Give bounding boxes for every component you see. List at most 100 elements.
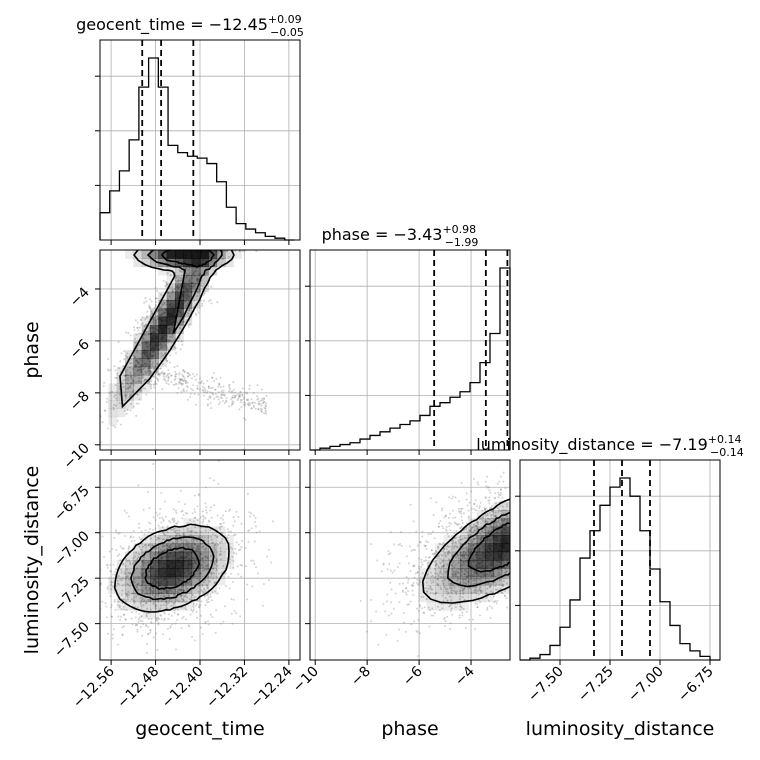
sample-point xyxy=(486,475,489,478)
sample-point xyxy=(466,504,469,507)
sample-point xyxy=(106,632,109,635)
sample-point xyxy=(450,591,453,594)
sample-point xyxy=(213,563,216,566)
sample-point xyxy=(390,588,393,591)
sample-point xyxy=(426,590,429,593)
sample-point xyxy=(154,303,157,306)
sample-point xyxy=(149,383,152,386)
sample-point xyxy=(187,372,190,375)
sample-point xyxy=(474,579,477,582)
sample-point xyxy=(180,270,183,273)
sample-point xyxy=(252,514,255,517)
sample-point xyxy=(483,518,486,521)
sample-point xyxy=(454,536,457,539)
sample-point xyxy=(167,377,170,380)
sample-point xyxy=(472,547,475,550)
sample-point xyxy=(150,372,153,375)
sample-point xyxy=(229,508,232,511)
sample-point xyxy=(121,563,124,566)
sample-point xyxy=(201,304,204,307)
sample-point xyxy=(143,301,146,304)
sample-point xyxy=(225,399,228,402)
sample-point xyxy=(141,619,144,622)
density-cell xyxy=(443,535,453,544)
sample-point xyxy=(167,379,170,382)
sample-point xyxy=(499,491,502,494)
sample-point xyxy=(180,627,183,630)
sample-point xyxy=(444,555,447,558)
sample-point xyxy=(154,380,157,383)
sample-point xyxy=(160,491,163,494)
sample-point xyxy=(162,633,165,636)
sample-point xyxy=(385,600,388,603)
sample-point xyxy=(437,545,440,548)
sample-point xyxy=(493,524,496,527)
sample-point xyxy=(448,521,451,524)
sample-point xyxy=(174,601,177,604)
sample-point xyxy=(235,612,238,615)
sample-point xyxy=(451,574,454,577)
sample-point xyxy=(236,392,239,395)
sample-point xyxy=(159,347,162,350)
sample-point xyxy=(167,613,170,616)
sample-point xyxy=(253,562,256,565)
density-cell xyxy=(175,551,184,561)
sample-point xyxy=(204,548,207,551)
sample-point xyxy=(495,524,498,527)
sample-point xyxy=(133,372,136,375)
sample-point xyxy=(101,600,104,603)
sample-point xyxy=(455,593,458,596)
sample-point xyxy=(428,556,431,559)
sample-point xyxy=(164,600,167,603)
density-cell xyxy=(476,576,486,586)
density-cell xyxy=(200,543,209,553)
sample-point xyxy=(419,540,422,543)
sample-point xyxy=(492,572,495,575)
sample-point xyxy=(500,569,503,572)
sample-point xyxy=(129,373,132,376)
density-cell xyxy=(150,333,159,343)
sample-point xyxy=(197,278,200,281)
sample-point xyxy=(173,517,176,520)
sample-point xyxy=(197,494,200,497)
sample-point xyxy=(449,582,452,585)
sample-point xyxy=(160,343,163,346)
sample-point xyxy=(170,600,173,603)
sample-point xyxy=(454,572,457,575)
density-cell xyxy=(150,560,159,569)
sample-point xyxy=(138,343,141,346)
sample-point xyxy=(205,568,208,571)
sample-point xyxy=(134,375,137,378)
sample-point xyxy=(467,509,470,512)
sample-point xyxy=(479,589,482,592)
sample-point xyxy=(450,607,453,610)
sample-point xyxy=(150,387,153,390)
sample-point xyxy=(233,610,236,613)
sample-point xyxy=(204,620,207,623)
sample-point xyxy=(118,531,121,534)
sample-point xyxy=(168,545,171,548)
sample-point xyxy=(217,482,220,485)
sample-point xyxy=(148,380,151,383)
sample-point xyxy=(214,590,217,593)
sample-point xyxy=(254,401,257,404)
sample-point xyxy=(182,598,185,601)
density-cell xyxy=(108,585,118,594)
sample-point xyxy=(133,596,136,599)
sample-point xyxy=(192,285,195,288)
sample-point xyxy=(247,403,250,406)
sample-point xyxy=(468,529,471,532)
sample-point xyxy=(79,566,81,568)
sample-point xyxy=(131,611,134,614)
sample-point xyxy=(185,589,188,592)
sample-point xyxy=(112,573,115,576)
sample-point xyxy=(415,530,418,533)
sample-point xyxy=(112,563,115,566)
sample-point xyxy=(230,404,233,407)
sample-point xyxy=(144,624,147,627)
sample-point xyxy=(168,592,171,595)
sample-point xyxy=(149,629,152,632)
sample-point xyxy=(174,377,177,380)
sample-point xyxy=(210,573,213,576)
sample-point xyxy=(449,584,452,587)
